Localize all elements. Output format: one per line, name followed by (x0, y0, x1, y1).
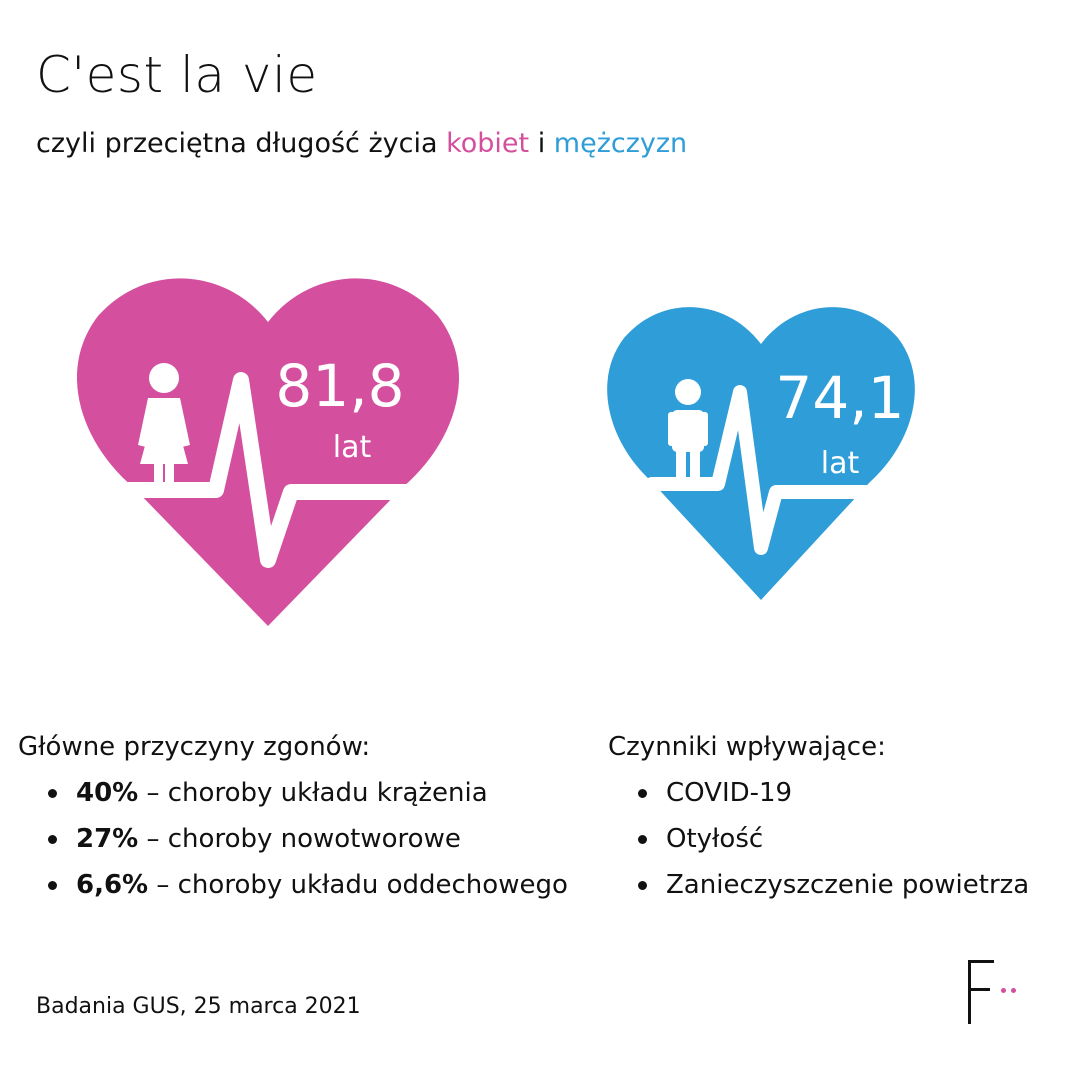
cause-percent: 6,6% (76, 870, 149, 900)
subtitle-women: kobiet (446, 128, 530, 159)
women-life-expectancy: 81,8 (275, 352, 405, 420)
causes-list: 40% – choroby układu krążenia 27% – chor… (48, 770, 568, 908)
cause-percent: 27% (76, 824, 139, 854)
man-icon (668, 379, 708, 484)
subtitle-conj: i (529, 128, 554, 159)
factors-heading: Czynniki wpływające: (608, 732, 886, 762)
cause-text: – choroby układu krążenia (138, 778, 488, 808)
subtitle-prefix: czyli przeciętna długość życia (36, 128, 447, 159)
list-item: 27% – choroby nowotworowe (48, 816, 568, 862)
page-title: C'est la vie (36, 46, 318, 104)
heart-shape (607, 307, 915, 600)
causes-block: Główne przyczyny zgonów: 40% – choroby u… (18, 732, 568, 908)
men-heart-icon (607, 307, 915, 600)
f-logo-icon (968, 960, 1028, 1026)
list-item: Otyłość (638, 816, 1029, 862)
source-note: Badania GUS, 25 marca 2021 (36, 994, 361, 1019)
men-heart: 74,1 lat (606, 292, 916, 608)
woman-icon (138, 363, 190, 496)
cause-text: – choroby nowotworowe (138, 824, 461, 854)
women-heart-icon (77, 278, 459, 626)
women-heart: 81,8 lat (76, 260, 460, 636)
factors-block: Czynniki wpływające: COVID-19 Otyłość Za… (608, 732, 1029, 908)
page-subtitle: czyli przeciętna długość życia kobiet i … (36, 128, 687, 159)
list-item: 6,6% – choroby układu oddechowego (48, 862, 568, 908)
cause-text: – choroby układu oddechowego (148, 870, 568, 900)
heart-shape (77, 278, 459, 626)
list-item: COVID-19 (638, 770, 1029, 816)
cause-percent: 40% (76, 778, 139, 808)
women-unit: lat (332, 430, 372, 465)
men-unit: lat (820, 446, 860, 481)
factors-list: COVID-19 Otyłość Zanieczyszczenie powiet… (638, 770, 1029, 908)
men-life-expectancy: 74,1 (775, 364, 905, 432)
list-item: Zanieczyszczenie powietrza (638, 862, 1029, 908)
heartbeat-line (645, 385, 897, 555)
heartbeat-line (118, 372, 424, 568)
list-item: 40% – choroby układu krążenia (48, 770, 568, 816)
subtitle-men: mężczyzn (553, 128, 688, 159)
causes-heading: Główne przyczyny zgonów: (18, 732, 371, 762)
